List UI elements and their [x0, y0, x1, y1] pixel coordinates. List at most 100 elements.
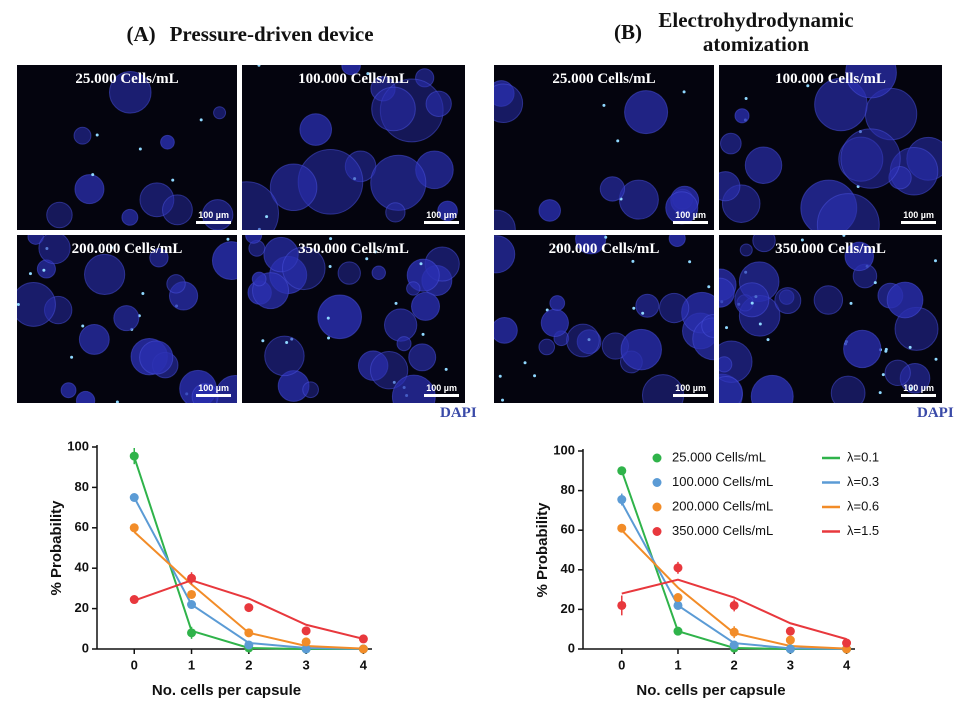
capsule	[494, 83, 524, 124]
concentration-label: 100.000 Cells/mL	[298, 71, 409, 87]
concentration-label: 350.000 Cells/mL	[775, 241, 886, 257]
y-tick-label: 0	[82, 640, 89, 655]
capsule	[302, 381, 319, 399]
capsule	[840, 128, 901, 189]
capsule	[538, 338, 556, 356]
capsule	[160, 134, 175, 150]
legend-marker	[652, 453, 662, 463]
data-point	[673, 600, 683, 610]
y-tick-label: 60	[561, 522, 575, 537]
cell	[616, 139, 620, 143]
scale-bar: 100 µm	[424, 383, 459, 397]
micrograph: 100.000 Cells/mL 100 µm	[719, 65, 942, 230]
cell	[257, 65, 261, 67]
cell	[91, 173, 95, 177]
cell	[604, 235, 608, 239]
data-point	[617, 495, 627, 505]
data-point	[358, 634, 368, 644]
cell	[329, 237, 333, 241]
capsule	[635, 293, 660, 318]
cell	[501, 398, 505, 402]
y-tick-label: 20	[75, 600, 89, 615]
micrograph: 25.000 Cells/mL 100 µm	[494, 65, 714, 230]
legend-label: λ=0.1	[847, 449, 879, 464]
capsule	[884, 359, 911, 387]
concentration-label: 25.000 Cells/mL	[75, 71, 179, 87]
cell	[682, 90, 686, 94]
capsule	[108, 71, 152, 114]
capsule	[624, 90, 669, 135]
cell	[28, 272, 32, 276]
capsule	[844, 241, 875, 272]
cell	[909, 387, 913, 391]
cell	[631, 259, 635, 263]
data-point	[785, 626, 795, 636]
x-tick-label: 2	[245, 657, 252, 672]
capsule	[575, 235, 607, 255]
capsule	[538, 199, 562, 222]
data-point	[785, 644, 795, 654]
cell	[394, 301, 398, 305]
micrograph-texture	[242, 65, 458, 230]
panel-letter: (B)	[614, 20, 642, 44]
cell	[70, 355, 74, 359]
fit-line	[133, 579, 364, 640]
data-point	[301, 644, 311, 654]
y-tick-label: 40	[561, 561, 575, 576]
legend-label: 25.000 Cells/mL	[672, 449, 766, 464]
y-tick-label: 0	[568, 640, 575, 655]
cell	[17, 302, 20, 306]
capsule	[75, 390, 96, 403]
y-tick-label: 80	[75, 479, 89, 494]
cell	[873, 281, 877, 285]
scale-bar: 100 µm	[673, 383, 708, 397]
capsule	[121, 208, 139, 226]
capsule	[213, 106, 227, 120]
cell	[800, 238, 804, 242]
x-axis-label: No. cells per capsule	[152, 682, 301, 699]
x-tick-label: 1	[188, 657, 195, 672]
micrograph-texture	[245, 235, 460, 403]
micrograph: 200.000 Cells/mL 100 µm	[17, 235, 237, 403]
capsule	[139, 340, 174, 375]
capsule	[139, 182, 175, 218]
legend-label: λ=0.6	[847, 498, 879, 513]
data-point	[617, 523, 627, 533]
cell	[587, 338, 591, 342]
concentration-label: 100.000 Cells/mL	[775, 71, 886, 87]
x-tick-label: 3	[302, 657, 309, 672]
cell	[328, 265, 332, 269]
capsule	[264, 335, 305, 377]
cell	[42, 268, 46, 272]
capsule	[830, 375, 866, 403]
capsule	[618, 179, 659, 220]
capsule	[734, 282, 770, 318]
cell	[934, 357, 938, 361]
fit-line	[621, 578, 847, 641]
capsule	[816, 193, 880, 230]
data-point	[785, 635, 795, 645]
micrograph: 200.000 Cells/mL 100 µm	[494, 235, 714, 403]
capsule	[701, 314, 714, 338]
capsule	[720, 132, 742, 155]
capsule	[620, 328, 662, 371]
capsule	[899, 362, 931, 394]
capsule	[540, 308, 569, 338]
panel-letter: (A)	[126, 22, 156, 46]
capsule	[576, 329, 602, 355]
capsule	[719, 356, 733, 373]
capsule	[734, 108, 750, 124]
scale-bar: 100 µm	[673, 210, 708, 224]
x-tick-label: 3	[787, 657, 794, 672]
capsule	[406, 281, 421, 296]
cell	[750, 301, 754, 305]
capsule	[46, 201, 73, 229]
cell	[261, 339, 265, 343]
data-point	[244, 628, 254, 638]
y-tick-label: 20	[561, 601, 575, 616]
capsule	[752, 235, 776, 253]
data-point	[617, 600, 627, 610]
cell	[933, 259, 937, 263]
cell	[171, 178, 175, 182]
capsule	[263, 236, 299, 273]
